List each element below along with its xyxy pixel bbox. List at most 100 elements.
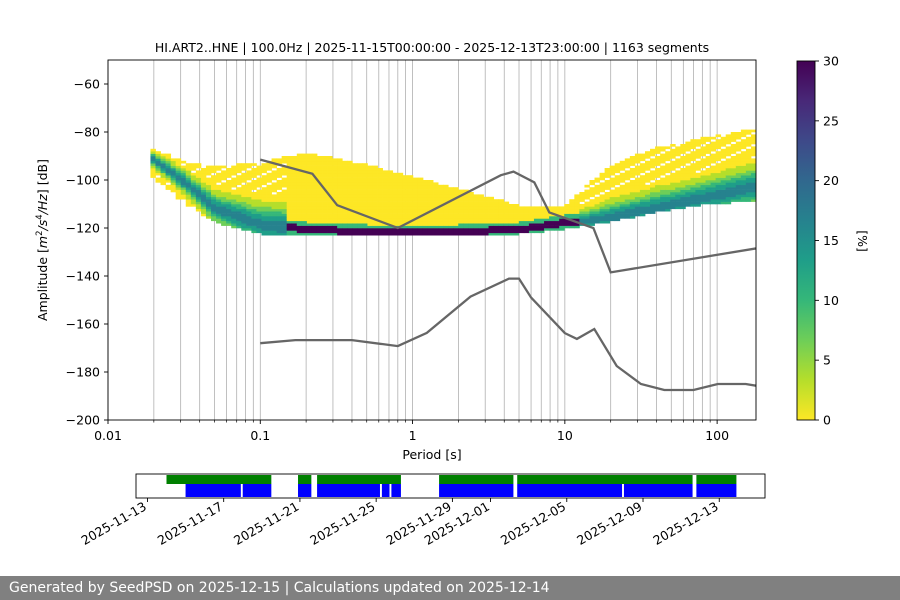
heatmap-cell — [306, 220, 313, 224]
heatmap-cell — [402, 199, 409, 202]
heatmap-cell — [539, 218, 545, 222]
heatmap-cell — [629, 201, 636, 205]
heatmap-cell — [710, 144, 717, 147]
heatmap-cell — [392, 187, 399, 190]
heatmap-cell — [629, 156, 636, 159]
heatmap-cell — [372, 223, 378, 226]
heatmap-cell — [322, 180, 328, 183]
heatmap-cell — [417, 232, 424, 236]
heatmap-cell — [200, 172, 207, 176]
heatmap-cell — [715, 201, 722, 205]
heatmap-cell — [357, 230, 363, 234]
heatmap-cell — [634, 156, 641, 159]
availability-blue-segment — [317, 484, 380, 497]
heatmap-cell — [705, 192, 711, 195]
heatmap-cell — [150, 151, 156, 154]
heatmap-cell — [271, 175, 278, 178]
heatmap-cell — [392, 232, 399, 236]
heatmap-cell — [735, 182, 742, 186]
heatmap-cell — [498, 230, 505, 234]
y-tick-label: −120 — [66, 221, 100, 236]
heatmap-cell — [362, 201, 368, 205]
heatmap-cell — [579, 196, 585, 200]
heatmap-cell — [397, 223, 404, 226]
heatmap-cell — [740, 165, 747, 169]
heatmap-cell — [185, 163, 192, 166]
heatmap-cell — [700, 196, 706, 200]
heatmap-cell — [205, 189, 212, 193]
heatmap-cell — [276, 184, 283, 188]
heatmap-cell — [700, 136, 706, 140]
heatmap-cell — [650, 211, 656, 214]
heatmap-cell — [241, 213, 247, 217]
heatmap-cell — [337, 201, 343, 205]
heatmap-cell — [685, 165, 691, 169]
heatmap-cell — [322, 192, 328, 195]
heatmap-cell — [624, 201, 631, 205]
heatmap-cell — [650, 194, 656, 198]
heatmap-cell — [650, 184, 656, 188]
heatmap-cell — [377, 187, 383, 190]
heatmap-cell — [296, 180, 303, 183]
heatmap-cell — [503, 204, 510, 207]
heatmap-cell — [453, 199, 459, 202]
heatmap-cell — [402, 184, 409, 188]
heatmap-cell — [271, 232, 278, 236]
heatmap-cell — [347, 187, 353, 190]
heatmap-cell — [473, 211, 479, 214]
heatmap-cell — [362, 216, 368, 219]
heatmap-cell — [412, 230, 419, 234]
heatmap-cell — [478, 232, 484, 236]
heatmap-cell — [276, 180, 283, 183]
heatmap-cell — [750, 160, 756, 164]
heatmap-cell — [695, 144, 701, 147]
heatmap-cell — [306, 163, 313, 166]
heatmap-cell — [216, 184, 222, 188]
heatmap-cell — [443, 232, 449, 236]
date-tick-label: 2025-11-13 — [79, 499, 149, 548]
heatmap-cell — [306, 230, 313, 234]
heatmap-cell — [392, 172, 399, 176]
heatmap-cell — [241, 196, 247, 200]
heatmap-cell — [609, 211, 616, 214]
heatmap-cell — [735, 196, 742, 200]
heatmap-cell — [337, 192, 343, 195]
heatmap-cell — [695, 196, 701, 200]
heatmap-cell — [246, 220, 252, 224]
heatmap-cell — [382, 177, 389, 181]
heatmap-cell — [750, 148, 756, 152]
heatmap-cell — [443, 225, 449, 229]
heatmap-cell — [281, 211, 288, 214]
heatmap-cell — [458, 232, 464, 236]
heatmap-cell — [644, 184, 651, 188]
heatmap-cell — [422, 194, 429, 198]
heatmap-cell — [594, 196, 600, 200]
heatmap-cell — [463, 218, 469, 222]
heatmap-cell — [710, 158, 717, 162]
heatmap-cell — [554, 211, 560, 214]
heatmap-cell — [261, 204, 267, 207]
heatmap-cell — [327, 158, 333, 162]
heatmap-cell — [700, 182, 706, 186]
heatmap-cell — [251, 184, 257, 188]
heatmap-cell — [725, 158, 732, 162]
heatmap-cell — [735, 144, 742, 147]
heatmap-cell — [392, 180, 399, 183]
heatmap-cell — [650, 172, 656, 176]
heatmap-cell — [256, 189, 262, 193]
heatmap-cell — [655, 187, 661, 190]
heatmap-cell — [397, 189, 404, 193]
heatmap-cell — [216, 204, 222, 207]
heatmap-cell — [397, 180, 404, 183]
heatmap-cell — [478, 206, 484, 210]
heatmap-cell — [392, 220, 399, 224]
heatmap-cell — [660, 208, 666, 212]
heatmap-cell — [301, 196, 308, 200]
heatmap-cell — [750, 180, 756, 183]
heatmap-cell — [347, 194, 353, 198]
heatmap-cell — [478, 199, 484, 202]
heatmap-cell — [549, 206, 555, 210]
heatmap-cell — [624, 204, 631, 207]
heatmap-cell — [715, 163, 722, 166]
heatmap-cell — [680, 206, 686, 210]
